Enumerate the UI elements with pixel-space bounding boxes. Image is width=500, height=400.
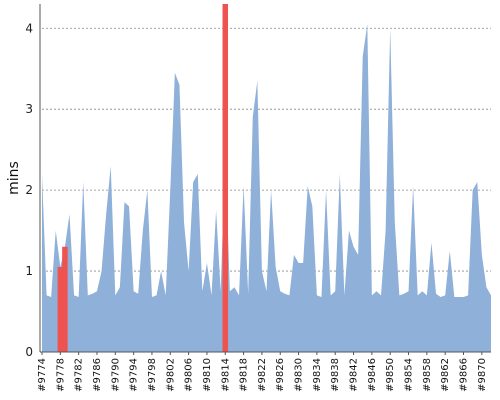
highlight-bar [57, 267, 64, 352]
x-tick-labels: #9774 #9778 #9782 #9786 #9790 #9794 #9798 #9802… [37, 352, 488, 392]
x-tick-label: #9826 [275, 358, 286, 392]
x-tick-label: #9850 [385, 358, 396, 392]
highlight-bars [57, 4, 229, 352]
x-tick-label: #9806 [184, 358, 195, 392]
x-tick-label: #9778 [55, 358, 66, 392]
y-tick-label: 0 [25, 345, 33, 359]
x-tick-label: #9794 [129, 358, 140, 392]
y-tick-label: 2 [25, 183, 33, 197]
series-area [42, 24, 491, 352]
x-tick-label: #9870 [477, 358, 488, 392]
x-tick-label: #9866 [459, 358, 470, 392]
highlight-bar [222, 4, 229, 352]
y-tick-label: 1 [25, 264, 33, 278]
y-axis-label: mins [6, 161, 22, 195]
y-tick-labels: 0 1 2 3 4 [25, 21, 33, 359]
x-tick-label: #9798 [147, 358, 158, 392]
x-tick-label: #9838 [330, 358, 341, 392]
x-tick-label: #9782 [74, 358, 85, 392]
x-tick-label: #9854 [404, 358, 415, 392]
area-series [42, 24, 491, 352]
gridlines [42, 27, 491, 272]
x-tick-label: #9830 [294, 358, 305, 392]
highlight-bar [62, 246, 68, 352]
x-tick-label: #9822 [257, 358, 268, 392]
x-tick-label: #9834 [312, 358, 323, 392]
x-tick-label: #9802 [165, 358, 176, 392]
x-tick-label: #9842 [349, 358, 360, 392]
x-tick-label: #9786 [92, 358, 103, 392]
x-tick-label: #9818 [239, 358, 250, 392]
x-tick-label: #9846 [367, 358, 378, 392]
x-tick-label: #9814 [220, 358, 231, 392]
x-tick-label: #9810 [202, 358, 213, 392]
x-tick-label: #9774 [37, 358, 48, 392]
x-tick-label: #9862 [440, 358, 451, 392]
y-tick-label: 3 [25, 102, 33, 116]
x-tick-label: #9790 [110, 358, 121, 392]
y-tick-label: 4 [25, 21, 33, 35]
x-tick-label: #9858 [422, 358, 433, 392]
